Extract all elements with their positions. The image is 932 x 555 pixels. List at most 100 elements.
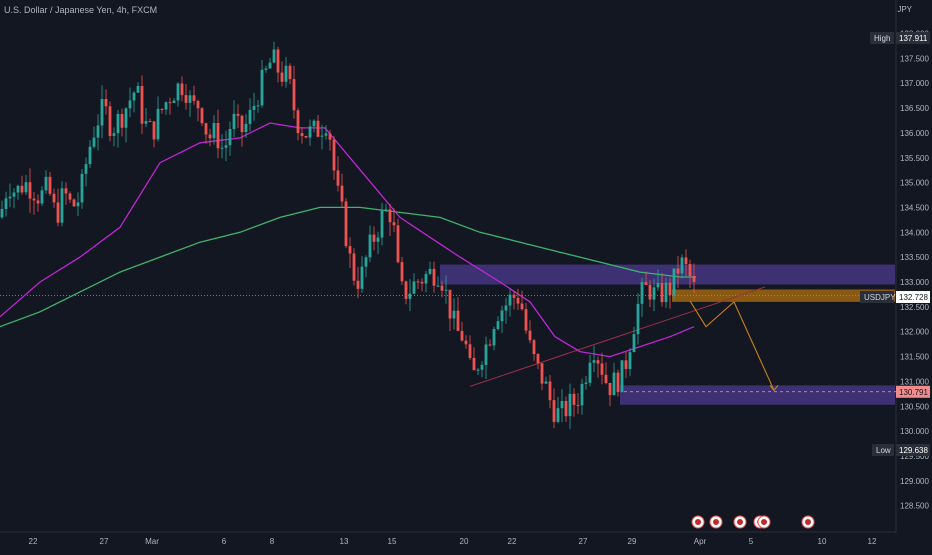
candle-body bbox=[432, 268, 436, 286]
economic-event-flag-icon bbox=[733, 515, 747, 529]
candle-body bbox=[552, 400, 556, 422]
candle-body bbox=[144, 121, 148, 124]
candle-body bbox=[364, 257, 368, 267]
candle-body bbox=[320, 135, 324, 137]
candle-body bbox=[480, 364, 484, 370]
candle-body bbox=[300, 133, 304, 136]
candle-body bbox=[532, 340, 536, 354]
candle-body bbox=[116, 114, 120, 134]
economic-event-flag-icon bbox=[709, 515, 723, 529]
candle-body bbox=[60, 188, 64, 223]
candle-body bbox=[344, 201, 348, 247]
candle-body bbox=[676, 268, 680, 274]
candle-body bbox=[396, 225, 400, 263]
candle-body bbox=[404, 281, 408, 299]
candle-body bbox=[204, 123, 208, 135]
candle-body bbox=[304, 136, 308, 138]
candle-body bbox=[192, 95, 196, 101]
candle-body bbox=[256, 105, 260, 107]
candle-body bbox=[392, 222, 396, 226]
time-tick-label: 22 bbox=[29, 537, 38, 546]
candle-body bbox=[308, 126, 312, 138]
candle-body bbox=[516, 297, 520, 304]
candle-body bbox=[384, 209, 388, 211]
candle-body bbox=[656, 282, 660, 288]
candle-body bbox=[96, 125, 100, 138]
candle-body bbox=[244, 123, 248, 132]
price-tick-label: 128.500 bbox=[900, 502, 929, 511]
candle-body bbox=[444, 289, 448, 291]
target-price-badge: 130.791 bbox=[896, 385, 930, 398]
candle-body bbox=[484, 344, 488, 365]
candle-body bbox=[412, 281, 416, 294]
symbol-title: U.S. Dollar / Japanese Yen, 4h, FXCM bbox=[4, 5, 158, 15]
candle-body bbox=[224, 145, 228, 148]
candle-body bbox=[372, 234, 376, 242]
price-tick-label: 131.500 bbox=[900, 353, 929, 362]
candle-body bbox=[448, 289, 452, 319]
candle-body bbox=[452, 310, 456, 319]
projection-arrowhead bbox=[769, 385, 779, 392]
candle-body bbox=[184, 95, 188, 103]
candle-body bbox=[124, 108, 128, 128]
flag-icon-core bbox=[737, 519, 743, 525]
candle-body bbox=[32, 198, 36, 201]
candle-body bbox=[540, 363, 544, 384]
time-tick-label: Mar bbox=[145, 537, 159, 546]
candle-body bbox=[584, 382, 588, 384]
candle-body bbox=[28, 182, 32, 199]
candle-body bbox=[296, 110, 300, 133]
price-tick-label: 132.500 bbox=[900, 303, 929, 312]
candle-body bbox=[272, 49, 276, 63]
candle-body bbox=[672, 268, 676, 296]
candle-body bbox=[512, 294, 516, 298]
time-tick-label: 27 bbox=[579, 537, 588, 546]
candle-body bbox=[148, 121, 152, 123]
candle-body bbox=[492, 329, 496, 346]
candle-body bbox=[68, 193, 72, 200]
candle-body bbox=[504, 305, 508, 311]
candle-body bbox=[400, 262, 404, 282]
low-badge-value-bg bbox=[896, 444, 930, 456]
candle-body bbox=[160, 108, 164, 110]
candle-body bbox=[40, 190, 44, 204]
candle-body bbox=[620, 360, 624, 393]
candle-body bbox=[596, 360, 600, 364]
price-tick-label: 137.000 bbox=[900, 79, 929, 88]
candle-body bbox=[20, 185, 24, 193]
time-tick-label: 10 bbox=[818, 537, 827, 546]
time-tick-label: 6 bbox=[222, 537, 227, 546]
candle-body bbox=[92, 137, 96, 147]
candle-body bbox=[176, 83, 180, 101]
candle-body bbox=[228, 129, 232, 146]
candle-body bbox=[220, 147, 224, 149]
time-tick-label: 27 bbox=[100, 537, 109, 546]
candle-body bbox=[628, 352, 632, 369]
supply-demand-zone-0 bbox=[440, 264, 895, 285]
candle-body bbox=[52, 193, 56, 203]
flag-icon-core bbox=[695, 519, 701, 525]
currency-unit: JPY bbox=[897, 5, 912, 14]
economic-event-flag-icon bbox=[691, 515, 705, 529]
high-badge-value: 137.911 bbox=[899, 34, 928, 43]
candle-body bbox=[240, 115, 244, 133]
candle-body bbox=[152, 121, 156, 140]
price-tick-label: 129.000 bbox=[900, 477, 929, 486]
candle-body bbox=[196, 100, 200, 109]
candle-body bbox=[440, 285, 444, 291]
current-price-badge-value: 132.728 bbox=[899, 293, 928, 302]
time-tick-label: 22 bbox=[508, 537, 517, 546]
candle-body bbox=[460, 331, 464, 341]
candle-body bbox=[408, 293, 412, 299]
high-badge-value-bg bbox=[896, 32, 930, 44]
candle-body bbox=[376, 237, 380, 242]
current-price-badge: USDJPY 132.728 bbox=[860, 291, 930, 303]
candle-body bbox=[468, 344, 472, 358]
candle-body bbox=[56, 202, 60, 223]
candle-body bbox=[72, 199, 76, 207]
candle-body bbox=[328, 133, 332, 140]
candle-body bbox=[500, 310, 504, 322]
candle-body bbox=[684, 257, 688, 264]
